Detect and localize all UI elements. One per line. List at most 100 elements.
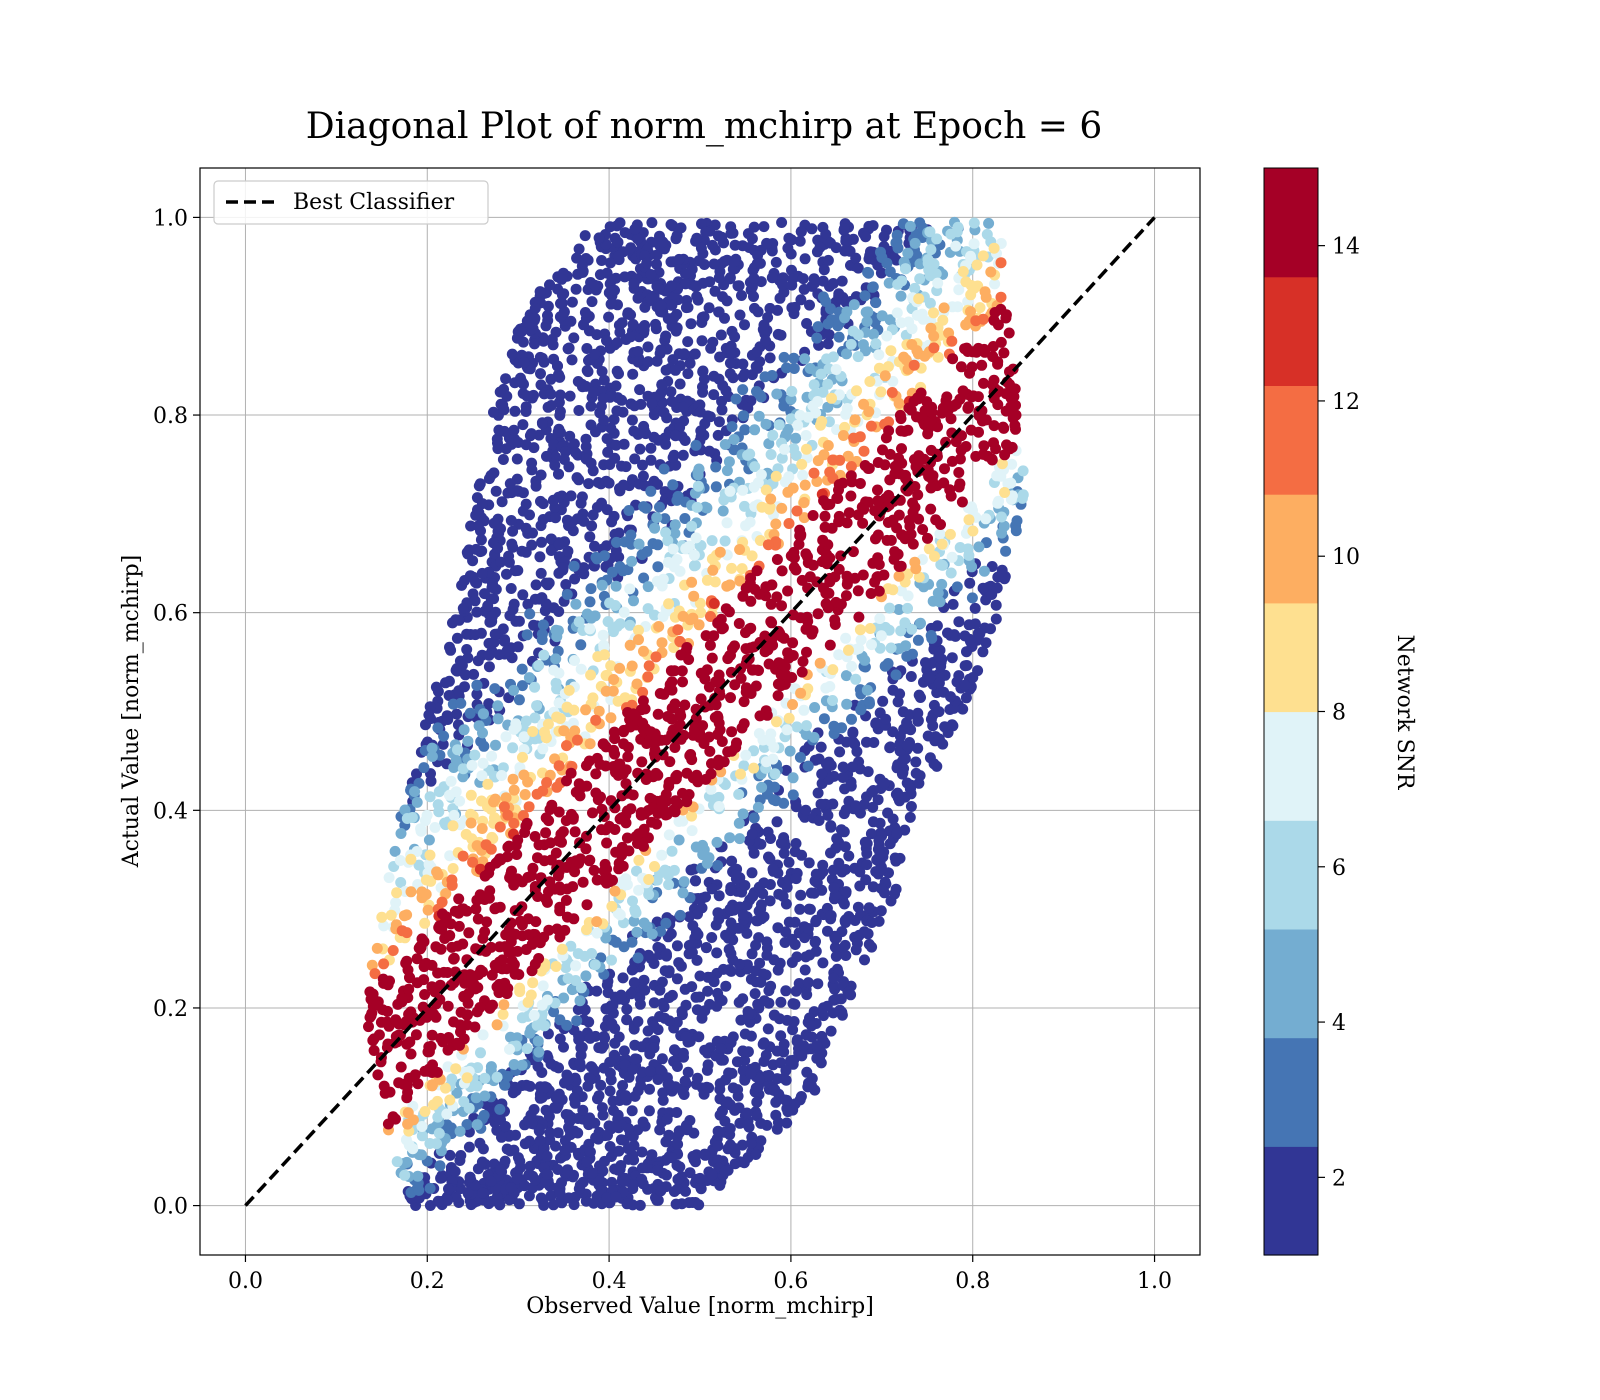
scatter-point bbox=[591, 329, 603, 341]
scatter-point bbox=[721, 517, 733, 529]
scatter-point bbox=[499, 1079, 511, 1091]
scatter-point bbox=[800, 548, 812, 560]
scatter-point bbox=[890, 669, 902, 681]
scatter-point bbox=[741, 927, 753, 939]
scatter-point bbox=[571, 252, 583, 264]
scatter-point bbox=[630, 907, 642, 919]
scatter-point bbox=[748, 481, 760, 493]
scatter-point bbox=[1001, 439, 1012, 451]
scatter-point bbox=[830, 950, 842, 962]
scatter-point bbox=[716, 1105, 728, 1117]
scatter-point bbox=[705, 783, 717, 795]
scatter-point bbox=[787, 1024, 799, 1036]
scatter-point bbox=[565, 315, 577, 327]
scatter-point bbox=[692, 1072, 703, 1084]
scatter-point bbox=[809, 936, 821, 948]
scatter-point bbox=[511, 453, 523, 465]
scatter-point bbox=[541, 1150, 553, 1162]
scatter-point bbox=[672, 1138, 684, 1150]
scatter-point bbox=[520, 522, 532, 534]
scatter-point bbox=[767, 753, 779, 765]
scatter-point bbox=[827, 664, 839, 676]
scatter-point bbox=[629, 400, 641, 412]
scatter-point bbox=[776, 217, 788, 228]
scatter-point bbox=[744, 448, 756, 460]
scatter-point bbox=[714, 1179, 726, 1191]
scatter-point bbox=[934, 528, 946, 540]
scatter-point bbox=[865, 246, 876, 258]
scatter-point bbox=[429, 822, 441, 833]
scatter-point bbox=[737, 1045, 749, 1057]
scatter-point bbox=[596, 366, 608, 377]
scatter-point bbox=[476, 795, 487, 807]
scatter-point bbox=[405, 853, 417, 865]
scatter-point bbox=[720, 603, 732, 615]
scatter-point bbox=[448, 952, 460, 964]
scatter-point bbox=[405, 886, 417, 898]
scatter-point bbox=[409, 786, 421, 798]
scatter-point bbox=[822, 318, 834, 330]
scatter-point bbox=[852, 329, 864, 341]
plot-area: 0.0 0.2 0.4 0.6 0.8 1.0 0.00.20.40.60.81.0 bbox=[153, 167, 1201, 1294]
scatter-point bbox=[818, 713, 830, 725]
scatter-point bbox=[902, 590, 914, 602]
scatter-point bbox=[544, 1127, 556, 1139]
scatter-point bbox=[838, 430, 849, 441]
scatter-point bbox=[534, 351, 546, 363]
scatter-point bbox=[925, 244, 937, 256]
scatter-point bbox=[614, 909, 626, 921]
scatter-point bbox=[873, 835, 885, 847]
scatter-point bbox=[775, 837, 787, 849]
scatter-point bbox=[786, 234, 798, 246]
scatter-point bbox=[756, 899, 767, 911]
scatter-point bbox=[671, 322, 683, 334]
scatter-point bbox=[475, 1047, 486, 1059]
scatter-point bbox=[418, 762, 430, 774]
scatter-point bbox=[791, 721, 803, 733]
scatter-point bbox=[746, 233, 758, 245]
scatter-point bbox=[424, 701, 436, 713]
scatter-point bbox=[812, 978, 824, 990]
scatter-point bbox=[711, 947, 723, 959]
scatter-point bbox=[485, 1175, 497, 1187]
scatter-point bbox=[652, 561, 664, 573]
scatter-point bbox=[860, 306, 872, 318]
scatter-point bbox=[996, 527, 1008, 539]
scatter-point bbox=[828, 972, 840, 984]
scatter-point bbox=[666, 396, 678, 407]
scatter-point bbox=[446, 879, 458, 891]
scatter-point bbox=[642, 341, 654, 353]
scatter-point bbox=[581, 1156, 593, 1168]
scatter-point bbox=[839, 939, 851, 951]
scatter-point bbox=[660, 917, 672, 929]
scatter-point bbox=[566, 516, 578, 528]
scatter-point bbox=[694, 1172, 706, 1184]
scatter-point bbox=[707, 336, 719, 348]
scatter-point bbox=[520, 406, 532, 417]
scatter-point bbox=[847, 726, 859, 738]
scatter-point bbox=[507, 773, 519, 785]
scatter-point bbox=[646, 398, 658, 410]
scatter-point bbox=[621, 1198, 633, 1210]
scatter-point bbox=[795, 889, 807, 901]
scatter-point bbox=[764, 895, 776, 907]
scatter-point bbox=[613, 1145, 625, 1157]
scatter-point bbox=[589, 610, 601, 622]
scatter-point bbox=[627, 1179, 639, 1191]
scatter-point bbox=[704, 411, 716, 423]
scatter-point bbox=[478, 708, 489, 720]
scatter-point bbox=[747, 890, 759, 902]
scatter-point bbox=[678, 348, 690, 360]
scatter-point bbox=[628, 278, 640, 289]
scatter-point bbox=[602, 1129, 613, 1141]
scatter-point bbox=[554, 713, 566, 724]
scatter-point bbox=[550, 847, 562, 859]
scatter-point bbox=[642, 356, 654, 368]
scatter-point bbox=[834, 454, 846, 466]
scatter-point bbox=[471, 688, 483, 700]
scatter-point bbox=[706, 1169, 718, 1181]
scatter-point bbox=[570, 283, 582, 295]
scatter-point bbox=[620, 461, 632, 473]
scatter-point bbox=[450, 786, 462, 798]
scatter-point bbox=[508, 424, 520, 436]
